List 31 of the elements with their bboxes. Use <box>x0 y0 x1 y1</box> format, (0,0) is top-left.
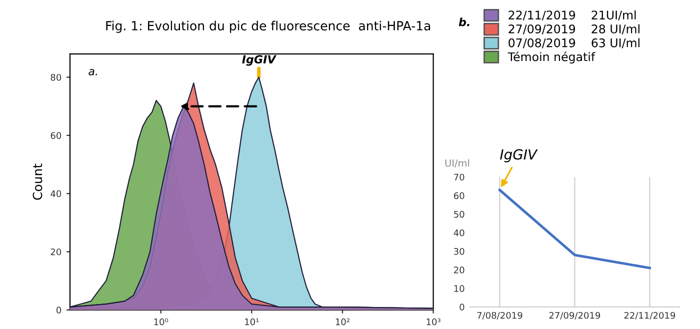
y-axis-title: UI/ml <box>445 159 470 168</box>
y-tick-label: 0 <box>460 304 464 311</box>
y-tick-label: 0 <box>56 306 62 314</box>
y-tick-label: 50 <box>454 210 464 218</box>
legend-label: Témoin négatif <box>508 52 596 64</box>
x-tick-label: 10³ <box>426 318 440 326</box>
y-axis-title: Count <box>32 164 42 200</box>
annotation: IgGIV <box>242 55 277 66</box>
y-tick-label: 40 <box>454 229 464 236</box>
x-tick-label: 22/11/2019 <box>624 312 676 320</box>
y-tick-label: 60 <box>454 192 464 200</box>
y-tick-label: 20 <box>50 248 62 256</box>
chart-title: Fig. 1: Evolution du pic de fluorescence anti-HPA-1a <box>106 20 430 33</box>
x-tick-label: 7/08/2019 <box>477 312 522 320</box>
y-tick-label: 40 <box>50 190 62 198</box>
x-tick-label: 10² <box>336 318 350 326</box>
annotation: a. <box>88 68 98 76</box>
legend-label: 22/11/2019 21UI/ml <box>508 10 636 20</box>
x-tick-label: 27/09/2019 <box>549 312 600 320</box>
annotation: IgGIV <box>500 149 538 162</box>
y-tick-label: 80 <box>50 74 62 81</box>
y-tick-label: 20 <box>454 266 464 274</box>
y-tick-label: 60 <box>50 132 62 139</box>
x-tick-label: 10¹ <box>245 318 259 326</box>
text: b. <box>458 18 470 26</box>
legend-label: 07/08/2019 63 UI/ml <box>508 38 640 48</box>
x-tick-label: 10⁰ <box>154 318 168 326</box>
y-tick-label: 70 <box>454 174 464 181</box>
y-tick-label: 10 <box>454 285 464 292</box>
legend-label: 27/09/2019 28 UI/ml <box>508 24 640 34</box>
y-tick-label: 30 <box>454 248 464 255</box>
